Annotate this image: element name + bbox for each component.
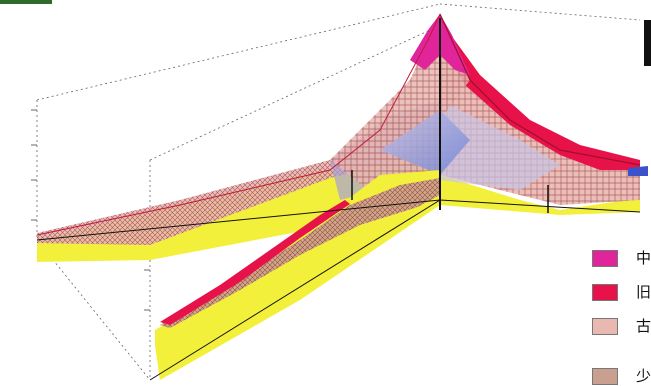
- legend-swatch-middle: [592, 250, 618, 267]
- right-section: [440, 20, 648, 215]
- legend: 中 旧 古 少: [592, 248, 651, 385]
- legend-label-old: 旧: [636, 283, 651, 301]
- scroll-edge: [644, 20, 651, 66]
- front-left-section: [155, 170, 440, 380]
- legend-item-old: 旧: [592, 282, 651, 302]
- legend-swatch-lower: [592, 368, 618, 385]
- legend-label-ancient: 古: [636, 317, 651, 335]
- legend-label-lower: 少: [636, 367, 651, 385]
- legend-swatch-ancient: [592, 318, 618, 335]
- legend-item-lower: 少: [592, 366, 651, 386]
- header-strip: [0, 0, 52, 4]
- legend-item-middle: 中: [592, 248, 651, 268]
- axis-ticks: [31, 109, 150, 311]
- central-peak: [330, 14, 470, 200]
- legend-item-ancient: 古: [592, 316, 651, 336]
- boundary-lines: [36, 13, 641, 381]
- legend-label-middle: 中: [636, 249, 651, 267]
- legend-swatch-old: [592, 284, 618, 301]
